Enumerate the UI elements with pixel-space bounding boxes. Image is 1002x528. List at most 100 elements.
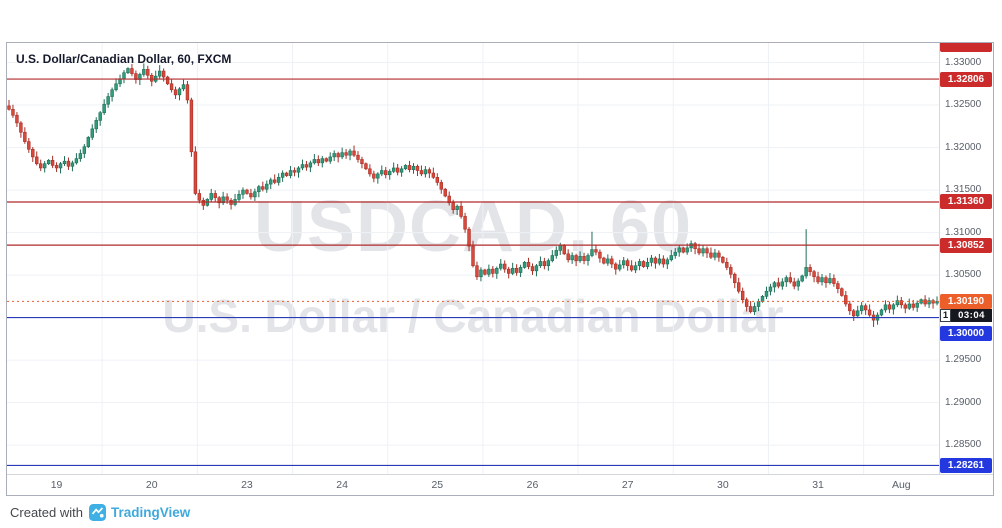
candlestick-chart — [7, 43, 939, 474]
candle-body — [725, 262, 729, 268]
candle-body — [649, 257, 654, 263]
candle-body — [796, 280, 800, 287]
candle-body — [384, 170, 388, 176]
candle-body — [526, 262, 531, 267]
candle-body — [542, 261, 547, 267]
candle-body — [253, 191, 257, 198]
time-axis[interactable]: 19 20 23 24 25 26 27 30 31 Aug — [7, 474, 993, 495]
candle-body — [213, 193, 217, 199]
candle-body — [312, 159, 317, 164]
candle-body — [78, 153, 83, 159]
tradingview-link[interactable]: TradingView — [88, 503, 190, 521]
candle-body — [855, 310, 860, 317]
candle-body — [729, 267, 733, 275]
time-axis-label: 25 — [431, 479, 444, 491]
candle-body — [717, 252, 721, 258]
candle-body — [479, 269, 483, 278]
candle-body — [566, 253, 570, 261]
price-tick-label: 1.29500 — [945, 354, 982, 366]
candle-body — [748, 306, 753, 312]
candle-body — [641, 261, 646, 267]
candle-body — [800, 275, 804, 282]
candle-body — [622, 260, 626, 266]
candle-body — [395, 167, 400, 173]
candle-body — [161, 70, 166, 78]
chart-plot[interactable]: USDCAD, 60 U.S. Dollar / Canadian Dollar… — [7, 43, 939, 474]
candle-body — [756, 301, 761, 307]
candle-body — [197, 193, 202, 201]
footer-created-with-label: Created with — [10, 504, 83, 520]
candle-body — [681, 247, 685, 253]
price-axis[interactable]: 1.33000 1.32500 1.32000 1.31500 1.31000 1.305… — [939, 43, 993, 474]
candle-body — [455, 205, 459, 210]
price-tick-label: 1.33000 — [945, 56, 982, 68]
candle-body — [114, 83, 118, 91]
time-axis-label: 31 — [812, 479, 824, 491]
candle-body — [558, 245, 562, 251]
candle-body — [284, 172, 289, 176]
candle-body — [165, 76, 170, 85]
candle-body — [737, 282, 741, 292]
candle-body — [177, 88, 182, 96]
candle-body — [804, 267, 808, 277]
candle-body — [173, 89, 178, 96]
support-2-badge: 1.28261 — [940, 457, 992, 473]
candle-body — [419, 170, 424, 175]
candle-body — [471, 245, 475, 267]
candle-body — [447, 195, 451, 204]
candle-body — [495, 267, 499, 274]
candle-body — [883, 304, 888, 311]
candle-body — [39, 163, 43, 169]
candle-body — [7, 105, 11, 110]
candle-body — [784, 277, 789, 283]
support-1-badge: 1.30000 — [940, 326, 992, 342]
candle-body — [475, 265, 479, 278]
candle-body — [443, 188, 447, 197]
price-tick-label: 1.32000 — [945, 141, 982, 153]
time-axis-label: Aug — [891, 479, 911, 491]
candle-body — [491, 268, 495, 274]
candle-body — [808, 267, 812, 272]
candle-body — [895, 300, 900, 306]
countdown-prefix: 1 — [940, 309, 951, 323]
candle-body — [812, 271, 816, 278]
candle-body — [31, 148, 35, 158]
tradingview-logo-icon — [88, 503, 106, 521]
candle-body — [46, 160, 51, 165]
candle-body — [590, 249, 594, 256]
candle-body — [653, 257, 658, 264]
candle-body — [546, 260, 551, 267]
candle-body — [768, 286, 773, 292]
candle-body — [598, 251, 602, 259]
candle-body — [828, 278, 832, 284]
time-axis-label: 27 — [621, 479, 634, 491]
candle-body — [744, 299, 749, 307]
chart-panel: USDCAD, 60 U.S. Dollar / Canadian Dollar… — [6, 42, 994, 496]
candle-body — [927, 300, 931, 305]
candle-body — [54, 165, 59, 169]
candle-body — [867, 309, 872, 316]
candle-body — [90, 128, 94, 138]
candle-body — [701, 248, 705, 254]
candle-body — [582, 256, 586, 261]
candle-body — [840, 288, 844, 296]
candle-body — [308, 162, 313, 168]
candle-body — [792, 281, 796, 287]
candle-body — [852, 310, 856, 317]
candle-body — [903, 304, 907, 309]
chart-legend-title[interactable]: U.S. Dollar/Canadian Dollar, 60, FXCM — [16, 52, 232, 66]
candle-body — [721, 256, 725, 263]
candle-body — [304, 164, 309, 168]
candle-body — [602, 257, 606, 264]
candle-body — [459, 205, 463, 217]
candle-body — [740, 290, 745, 301]
candle-body — [506, 268, 511, 274]
candle-body — [887, 304, 892, 310]
candle-body — [106, 96, 110, 105]
candle-body — [530, 266, 535, 272]
candle-body — [35, 156, 39, 165]
candle-body — [637, 261, 642, 267]
candle-body — [824, 277, 828, 284]
candle-body — [237, 194, 241, 200]
candle-body — [146, 69, 150, 76]
